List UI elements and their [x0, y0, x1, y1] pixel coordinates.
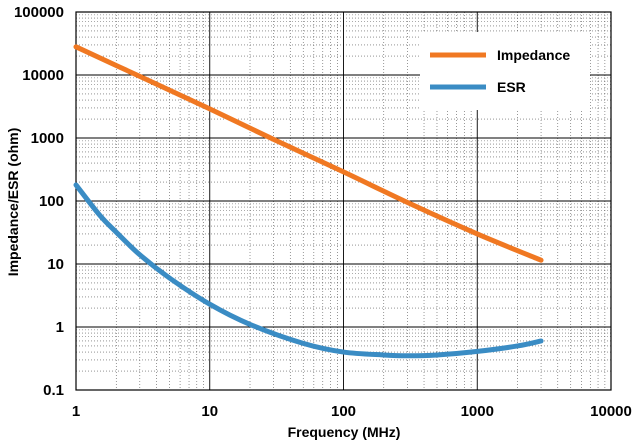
y-tick-label: 10000 — [22, 67, 64, 84]
legend-label-impedance: Impedance — [497, 47, 570, 63]
legend: Impedance ESR — [420, 32, 590, 110]
x-tick-label: 10 — [201, 403, 218, 420]
series-line-esr — [73, 182, 544, 359]
legend-label-esr: ESR — [497, 79, 526, 95]
x-tick-labels: 1 10 100 1000 10000 — [72, 403, 632, 420]
x-tick-label: 100 — [331, 403, 356, 420]
series-line-impedance — [73, 44, 544, 263]
x-tick-label: 1000 — [461, 403, 494, 420]
y-tick-label: 100 — [39, 193, 64, 210]
y-tick-label: 10 — [47, 256, 64, 273]
y-tick-label: 1000 — [31, 130, 64, 147]
x-axis-title: Frequency (MHz) — [288, 424, 401, 440]
series-layer — [73, 44, 544, 359]
y-tick-labels: 0.1 1 10 100 1000 10000 100000 — [14, 4, 64, 399]
x-tick-label: 1 — [72, 403, 80, 420]
y-axis-title: Impedance/ESR (ohm) — [5, 128, 21, 277]
x-tick-label: 10000 — [590, 403, 632, 420]
y-tick-label: 1 — [56, 319, 64, 336]
y-tick-label: 100000 — [14, 4, 64, 21]
y-tick-label: 0.1 — [43, 382, 64, 399]
legend-box — [420, 32, 590, 110]
plot-frame — [75, 11, 612, 391]
